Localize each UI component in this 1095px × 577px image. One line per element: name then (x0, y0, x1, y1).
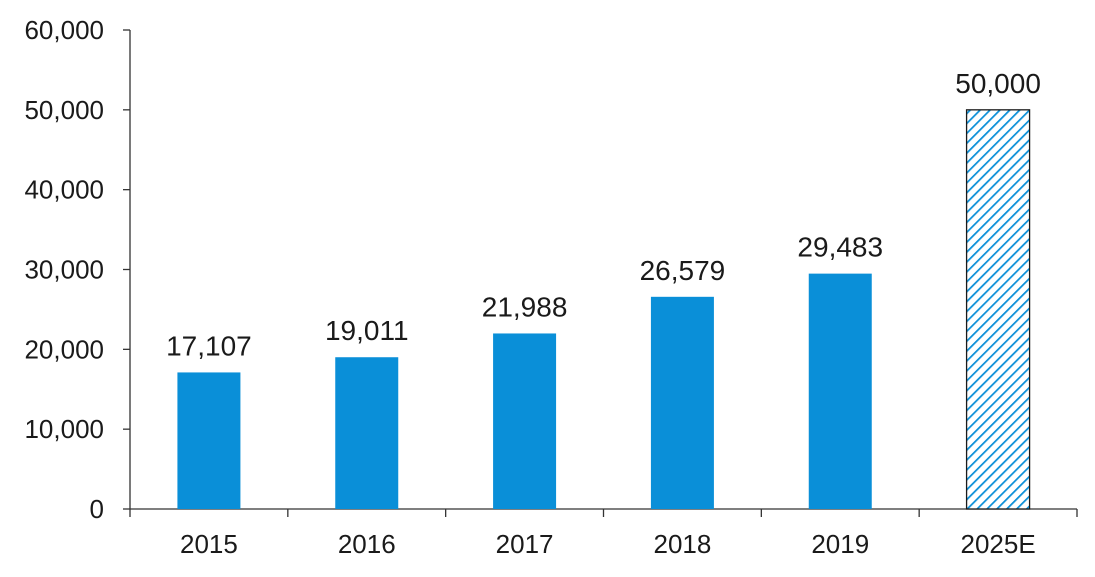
y-tick-label: 10,000 (24, 414, 104, 444)
x-tick-label: 2016 (338, 529, 396, 559)
y-tick-label: 40,000 (24, 175, 104, 205)
bar (808, 273, 872, 509)
x-tick-label: 2015 (180, 529, 238, 559)
y-tick-label: 20,000 (24, 334, 104, 364)
data-label: 29,483 (797, 232, 883, 263)
data-labels: 17,107 19,011 21,988 26,579 29,483 50,000 (166, 68, 1041, 362)
data-label: 50,000 (955, 68, 1041, 99)
data-label: 26,579 (640, 255, 726, 286)
x-tick-label: 2019 (811, 529, 869, 559)
x-tick-label: 2018 (653, 529, 711, 559)
y-tick-label: 0 (90, 494, 104, 524)
x-axis: 2015 2016 2017 2018 2019 2025E (129, 508, 1078, 559)
bar (177, 372, 241, 509)
y-tick-label: 60,000 (24, 15, 104, 45)
data-label: 17,107 (166, 330, 252, 361)
x-tick-label: 2025E (960, 529, 1035, 559)
bar (650, 296, 714, 509)
x-tick-label: 2017 (496, 529, 554, 559)
data-label: 19,011 (325, 315, 409, 346)
y-axis: 0 10,000 20,000 30,000 40,000 50,000 60,000 (24, 15, 131, 524)
y-tick-label: 30,000 (24, 255, 104, 285)
data-label: 21,988 (482, 291, 568, 322)
bar (335, 357, 399, 509)
y-tick-label: 50,000 (24, 95, 104, 125)
bar (493, 333, 557, 509)
bars (177, 109, 1031, 510)
bar-estimate (965, 109, 1031, 510)
